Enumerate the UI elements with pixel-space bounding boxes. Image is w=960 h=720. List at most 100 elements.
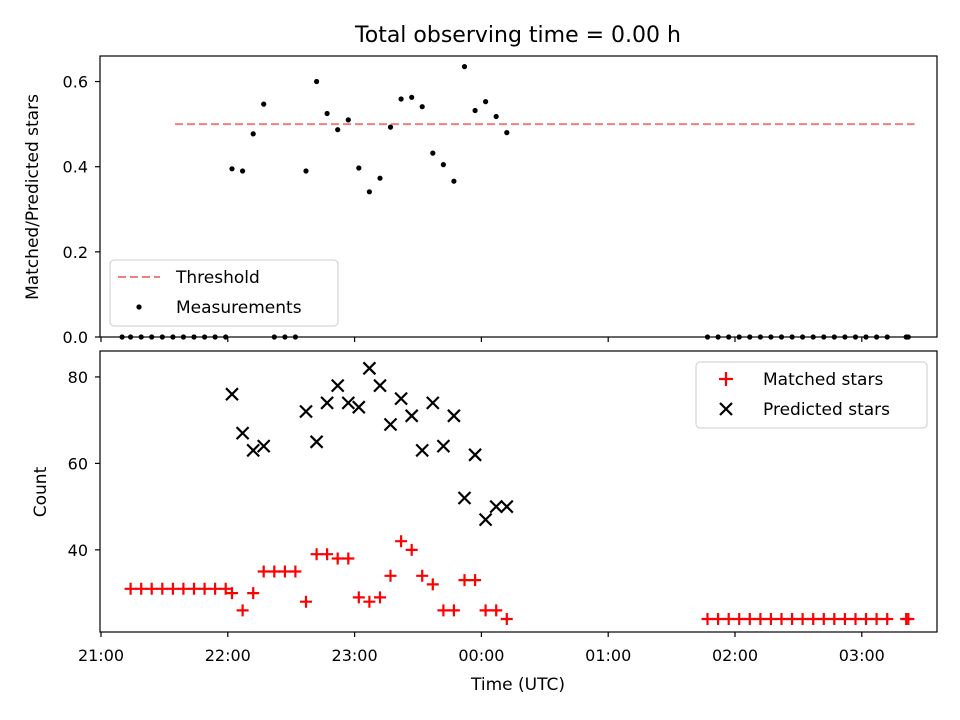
matched-star-point <box>838 613 851 625</box>
matched-star-point <box>828 613 841 625</box>
measurement-point <box>493 113 499 120</box>
matched-star-point <box>870 613 883 625</box>
matched-star-point <box>743 613 756 625</box>
matched-star-point <box>881 613 894 625</box>
matched-star-point <box>226 587 238 600</box>
legend-measurements-swatch <box>136 304 142 310</box>
measurement-point <box>335 127 341 133</box>
matched-star-point <box>426 578 439 591</box>
matched-star-point <box>300 595 312 608</box>
matched-star-point <box>817 613 830 625</box>
predicted-star-point <box>341 396 356 410</box>
matched-star-point <box>177 582 190 595</box>
measurement-point <box>451 178 457 184</box>
count-panel: 40 60 80 21:00 22:00 23:00 00:00 01:00 02:00 03:… <box>31 350 938 695</box>
measurement-point <box>250 131 256 137</box>
matched-star-point <box>188 582 200 595</box>
matched-star-point <box>701 613 714 625</box>
matched-star-point <box>733 613 746 625</box>
matched-star-point <box>437 604 450 617</box>
measurement-point <box>303 168 309 174</box>
count-y-tick-label: 80 <box>68 368 88 387</box>
ratio-legend: Threshold Measurements <box>109 259 339 327</box>
predicted-star-point <box>362 361 377 376</box>
measurement-point <box>430 150 436 156</box>
count-x-ticks: 21:00 22:00 23:00 00:00 01:00 02:00 03:00 <box>78 632 885 665</box>
predicted-star-point <box>235 426 250 440</box>
predicted-star-point <box>404 409 419 423</box>
ratio-y-tick-label: 0.6 <box>63 73 88 92</box>
matched-star-point <box>363 595 376 608</box>
matched-star-point <box>786 613 799 625</box>
ratio-axes-frame <box>99 55 938 338</box>
matched-star-point <box>416 569 429 582</box>
predicted-star-point <box>415 443 429 458</box>
ratio-y-axis-label: Matched/Predicted stars <box>23 94 43 300</box>
count-axes-frame <box>99 350 938 633</box>
legend-measurements-label: Measurements <box>176 298 302 318</box>
predicted-star-point <box>457 491 472 505</box>
predicted-star-point <box>330 378 345 393</box>
matched-star-point <box>458 574 471 587</box>
predicted-star-point <box>394 391 408 406</box>
ratio-panel: 0.0 0.2 0.4 0.6 Total observing time = 0.00… <box>23 23 938 347</box>
measurement-point <box>419 104 425 110</box>
predicted-star-point <box>436 439 451 453</box>
measurement-point <box>314 78 320 85</box>
matched-star-point <box>860 613 872 625</box>
matched-star-point <box>331 552 344 565</box>
matched-star-point <box>469 574 482 587</box>
predicted-star-point <box>320 396 334 410</box>
matched-star-point <box>166 582 179 595</box>
matched-star-point <box>796 613 809 625</box>
matched-star-point <box>384 569 397 582</box>
x-tick-label: 23:00 <box>332 646 378 665</box>
measurement-point <box>483 99 489 105</box>
x-tick-label: 03:00 <box>839 646 885 665</box>
predicted-star-point <box>352 400 366 414</box>
measurement-point <box>324 110 330 117</box>
matched-star-point <box>289 565 302 578</box>
matched-star-point <box>807 613 820 625</box>
matched-star-point <box>268 565 281 578</box>
predicted-star-point <box>246 443 260 458</box>
count-y-tick-label: 60 <box>68 454 88 473</box>
matched-star-point <box>198 582 211 595</box>
predicted-star-point <box>468 448 482 462</box>
matched-star-point <box>278 565 291 578</box>
matched-star-point <box>395 535 408 548</box>
legend-predicted-swatch <box>719 402 733 416</box>
count-y-tick-label: 40 <box>68 541 88 560</box>
matched-star-point <box>247 587 260 600</box>
matched-star-point <box>310 548 323 561</box>
matched-star-point <box>490 604 503 617</box>
ratio-y-ticks: 0.0 0.2 0.4 0.6 <box>63 73 100 347</box>
predicted-star-point <box>256 439 271 453</box>
matched-star-point <box>500 613 513 625</box>
predicted-star-point <box>489 499 503 514</box>
count-legend: Matched stars Predicted stars <box>695 361 928 429</box>
matched-star-point <box>712 613 725 625</box>
measurement-point <box>377 175 383 181</box>
measurement-point <box>504 130 510 136</box>
matched-star-point <box>342 552 355 565</box>
ratio-y-tick-label: 0.4 <box>63 158 88 177</box>
x-tick-label: 02:00 <box>712 646 758 665</box>
chart-title: Total observing time = 0.00 h <box>354 23 681 48</box>
measurement-point <box>440 162 446 168</box>
matched-star-point <box>902 613 915 625</box>
matched-star-point <box>257 565 270 578</box>
measurement-point <box>229 166 235 172</box>
count-legend-box <box>695 361 928 429</box>
measurement-point <box>261 101 267 107</box>
count-y-ticks: 40 60 80 <box>68 368 100 560</box>
predicted-star-point <box>447 409 461 423</box>
matched-star-point <box>135 582 148 595</box>
predicted-star-point <box>478 512 493 527</box>
matched-star-point <box>156 582 169 595</box>
predicted-star-point <box>225 387 239 401</box>
matched-star-point <box>479 604 492 617</box>
predicted-star-point <box>299 404 313 419</box>
x-tick-label: 21:00 <box>78 646 124 665</box>
matched-star-point <box>722 613 735 625</box>
